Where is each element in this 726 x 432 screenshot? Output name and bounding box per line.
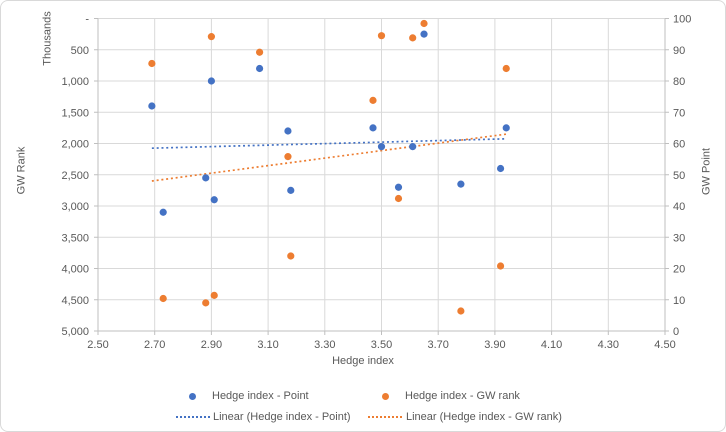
data-point-point[interactable] (394, 183, 403, 191)
left-tick-label: 3,500 (61, 232, 89, 244)
x-tick-label: 3.70 (427, 339, 448, 351)
data-point-point[interactable] (457, 180, 465, 188)
right-tick-label: 90 (673, 45, 685, 57)
legend-marker-point[interactable] (189, 393, 196, 400)
data-point-gw-rank[interactable] (394, 194, 403, 203)
right-tick-label: 30 (673, 232, 685, 244)
data-point-gw-rank[interactable] (207, 33, 215, 41)
right-axis-title: GW Point (700, 147, 713, 196)
left-tick-label: 1,000 (61, 76, 89, 88)
data-point-point[interactable] (369, 124, 377, 132)
data-point-point[interactable] (409, 143, 417, 151)
x-tick-label: 3.90 (484, 339, 505, 351)
left-tick-label: 4,500 (61, 295, 89, 307)
x-tick-label: 2.90 (201, 339, 222, 351)
data-point-gw-rank[interactable] (369, 96, 377, 104)
data-point-point[interactable] (377, 143, 386, 151)
right-tick-label: 10 (673, 295, 685, 307)
data-point-gw-rank[interactable] (457, 307, 465, 315)
left-tick-label: 2,500 (61, 170, 89, 182)
data-point-point[interactable] (255, 64, 264, 73)
legend-label-point[interactable]: Hedge index - Point (212, 390, 309, 402)
right-tick-label: 0 (673, 326, 679, 338)
data-point-point[interactable] (210, 196, 218, 204)
data-point-gw-rank[interactable] (210, 291, 218, 299)
legend-label-gw-rank[interactable]: Hedge index - GW rank (405, 390, 520, 402)
left-tick-label: 3,000 (61, 201, 89, 213)
legend-label-linear-gw-rank[interactable]: Linear (Hedge index - GW rank) (406, 411, 562, 423)
left-tick-label: 4,000 (61, 264, 89, 276)
right-tick-label: 80 (673, 76, 685, 88)
left-tick-label: 500 (71, 45, 89, 57)
legend-marker-gw-rank[interactable] (382, 393, 389, 400)
data-point-gw-rank[interactable] (496, 262, 505, 270)
legend-line-linear-point[interactable] (176, 416, 210, 418)
data-point-gw-rank[interactable] (420, 19, 428, 28)
x-tick-label: 4.50 (654, 339, 675, 351)
left-tick-label: - (85, 14, 89, 26)
data-point-gw-rank[interactable] (377, 32, 386, 40)
data-point-point[interactable] (496, 164, 505, 173)
right-tick-label: 70 (673, 107, 685, 119)
data-point-gw-rank[interactable] (202, 299, 210, 307)
data-point-point[interactable] (502, 124, 510, 132)
left-axis-title: GW Rank (15, 146, 28, 195)
legend-label-linear-point[interactable]: Linear (Hedge index - Point) (213, 411, 351, 423)
data-point-point[interactable] (287, 186, 295, 194)
left-axis-units-label: Thousands (41, 11, 54, 66)
right-tick-label: 20 (673, 264, 685, 276)
x-tick-label: 2.50 (87, 339, 108, 351)
data-point-point[interactable] (207, 77, 215, 85)
trendline-linear-gw-rank[interactable] (151, 133, 507, 182)
data-point-gw-rank[interactable] (284, 153, 292, 161)
right-tick-label: 60 (673, 139, 685, 151)
x-axis-title: Hedge index (332, 355, 394, 367)
data-point-gw-rank[interactable] (148, 59, 156, 68)
data-point-gw-rank[interactable] (159, 294, 167, 303)
left-tick-label: 5,000 (61, 326, 89, 338)
data-point-gw-rank[interactable] (255, 48, 264, 56)
x-tick-label: 3.10 (257, 339, 278, 351)
right-tick-label: 40 (673, 201, 685, 213)
data-point-point[interactable] (202, 174, 210, 182)
data-point-gw-rank[interactable] (409, 34, 417, 42)
x-tick-label: 3.30 (314, 339, 335, 351)
trendline-linear-point[interactable] (151, 137, 507, 150)
x-tick-label: 4.10 (541, 339, 562, 351)
data-point-point[interactable] (420, 30, 428, 38)
data-point-point[interactable] (148, 102, 156, 110)
x-tick-label: 3.50 (371, 339, 392, 351)
x-tick-label: 2.70 (144, 339, 165, 351)
left-tick-label: 1,500 (61, 107, 89, 119)
right-tick-label: 100 (673, 14, 691, 26)
right-tick-label: 50 (673, 170, 685, 182)
x-tick-label: 4.30 (598, 339, 619, 351)
left-tick-label: 2,000 (61, 139, 89, 151)
data-point-point[interactable] (159, 208, 167, 216)
data-point-gw-rank[interactable] (287, 252, 295, 260)
data-point-gw-rank[interactable] (502, 64, 510, 73)
legend-line-linear-gw-rank[interactable] (368, 416, 402, 418)
data-point-point[interactable] (284, 127, 292, 135)
